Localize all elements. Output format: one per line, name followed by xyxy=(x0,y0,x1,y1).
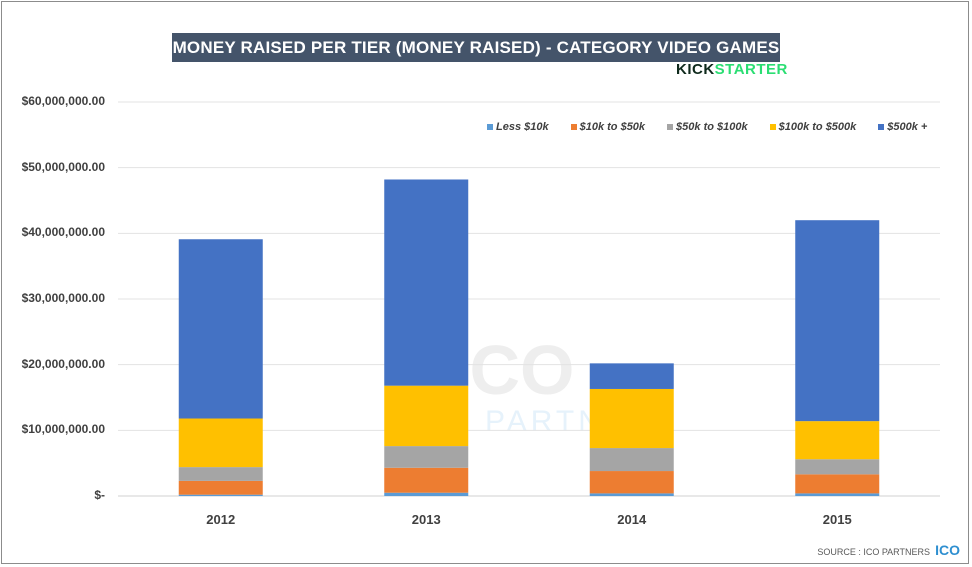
legend-label: $500k + xyxy=(887,121,928,133)
legend-label: $50k to $100k xyxy=(676,121,748,133)
x-tick-label: 2014 xyxy=(617,512,647,527)
bar-segment-2013-3 xyxy=(384,385,469,447)
legend-swatch xyxy=(570,124,577,130)
bar-segment-2015-3 xyxy=(795,421,880,460)
legend-item: Less $10k xyxy=(487,121,549,133)
kickstarter-logo: KICKSTARTER xyxy=(676,61,788,78)
bar-segment-2013-0 xyxy=(384,492,469,496)
source-text: SOURCE : ICO PARTNERS xyxy=(817,547,930,557)
bar-segment-2012-1 xyxy=(178,480,263,495)
bar-segment-2014-4 xyxy=(589,363,674,389)
y-tick-label: $40,000,000.00 xyxy=(21,225,105,240)
bar-segment-2015-2 xyxy=(795,459,880,475)
legend-swatch xyxy=(878,124,885,130)
bar-segment-2013-4 xyxy=(384,179,469,386)
legend-item: $500k + xyxy=(878,121,927,133)
bar-segment-2014-2 xyxy=(589,448,674,472)
legend-item: $50k to $100k xyxy=(667,121,748,133)
bar-segment-2013-2 xyxy=(384,446,469,468)
watermark-logo: ICO xyxy=(450,331,575,409)
y-tick-label: $10,000,000.00 xyxy=(21,422,105,437)
legend-item: $10k to $50k xyxy=(570,121,646,133)
bar-segment-2015-1 xyxy=(795,474,880,494)
bar-segment-2012-4 xyxy=(178,239,263,419)
bar-segment-2014-3 xyxy=(589,388,674,449)
bar-segment-2013-1 xyxy=(384,467,469,493)
bar-segment-2012-2 xyxy=(178,467,263,481)
legend-label: $10k to $50k xyxy=(579,121,646,133)
x-tick-label: 2013 xyxy=(411,512,441,527)
y-tick-label: $50,000,000.00 xyxy=(21,159,105,174)
bar-segment-2012-0 xyxy=(178,494,263,496)
legend: Less $10k $10k to $50k $50k to $100k $100k … xyxy=(487,121,927,133)
legend-swatch xyxy=(487,124,493,130)
y-tick-label: $20,000,000.00 xyxy=(21,356,105,371)
chart-title: MONEY RAISED PER TIER (MONEY RAISED) - C… xyxy=(172,33,780,62)
y-tick-label: $- xyxy=(94,488,105,502)
legend-swatch xyxy=(769,124,776,130)
ico-logo: ICO xyxy=(935,542,960,558)
y-tick-label: $60,000,000.00 xyxy=(21,94,105,108)
legend-swatch xyxy=(667,124,674,130)
legend-item: $100k to $500k xyxy=(769,121,857,133)
x-tick-label: 2015 xyxy=(822,512,852,527)
bar-segment-2014-0 xyxy=(589,493,674,496)
bar-segment-2015-4 xyxy=(795,220,880,422)
bar-segment-2015-0 xyxy=(795,493,880,496)
legend-label: Less $10k xyxy=(496,121,549,133)
y-tick-label: $30,000,000.00 xyxy=(21,291,105,305)
bar-segment-2014-1 xyxy=(589,471,674,494)
bar-segment-2012-3 xyxy=(178,418,263,468)
x-tick-label: 2012 xyxy=(206,512,236,527)
legend-label: $100k to $500k xyxy=(778,121,857,133)
